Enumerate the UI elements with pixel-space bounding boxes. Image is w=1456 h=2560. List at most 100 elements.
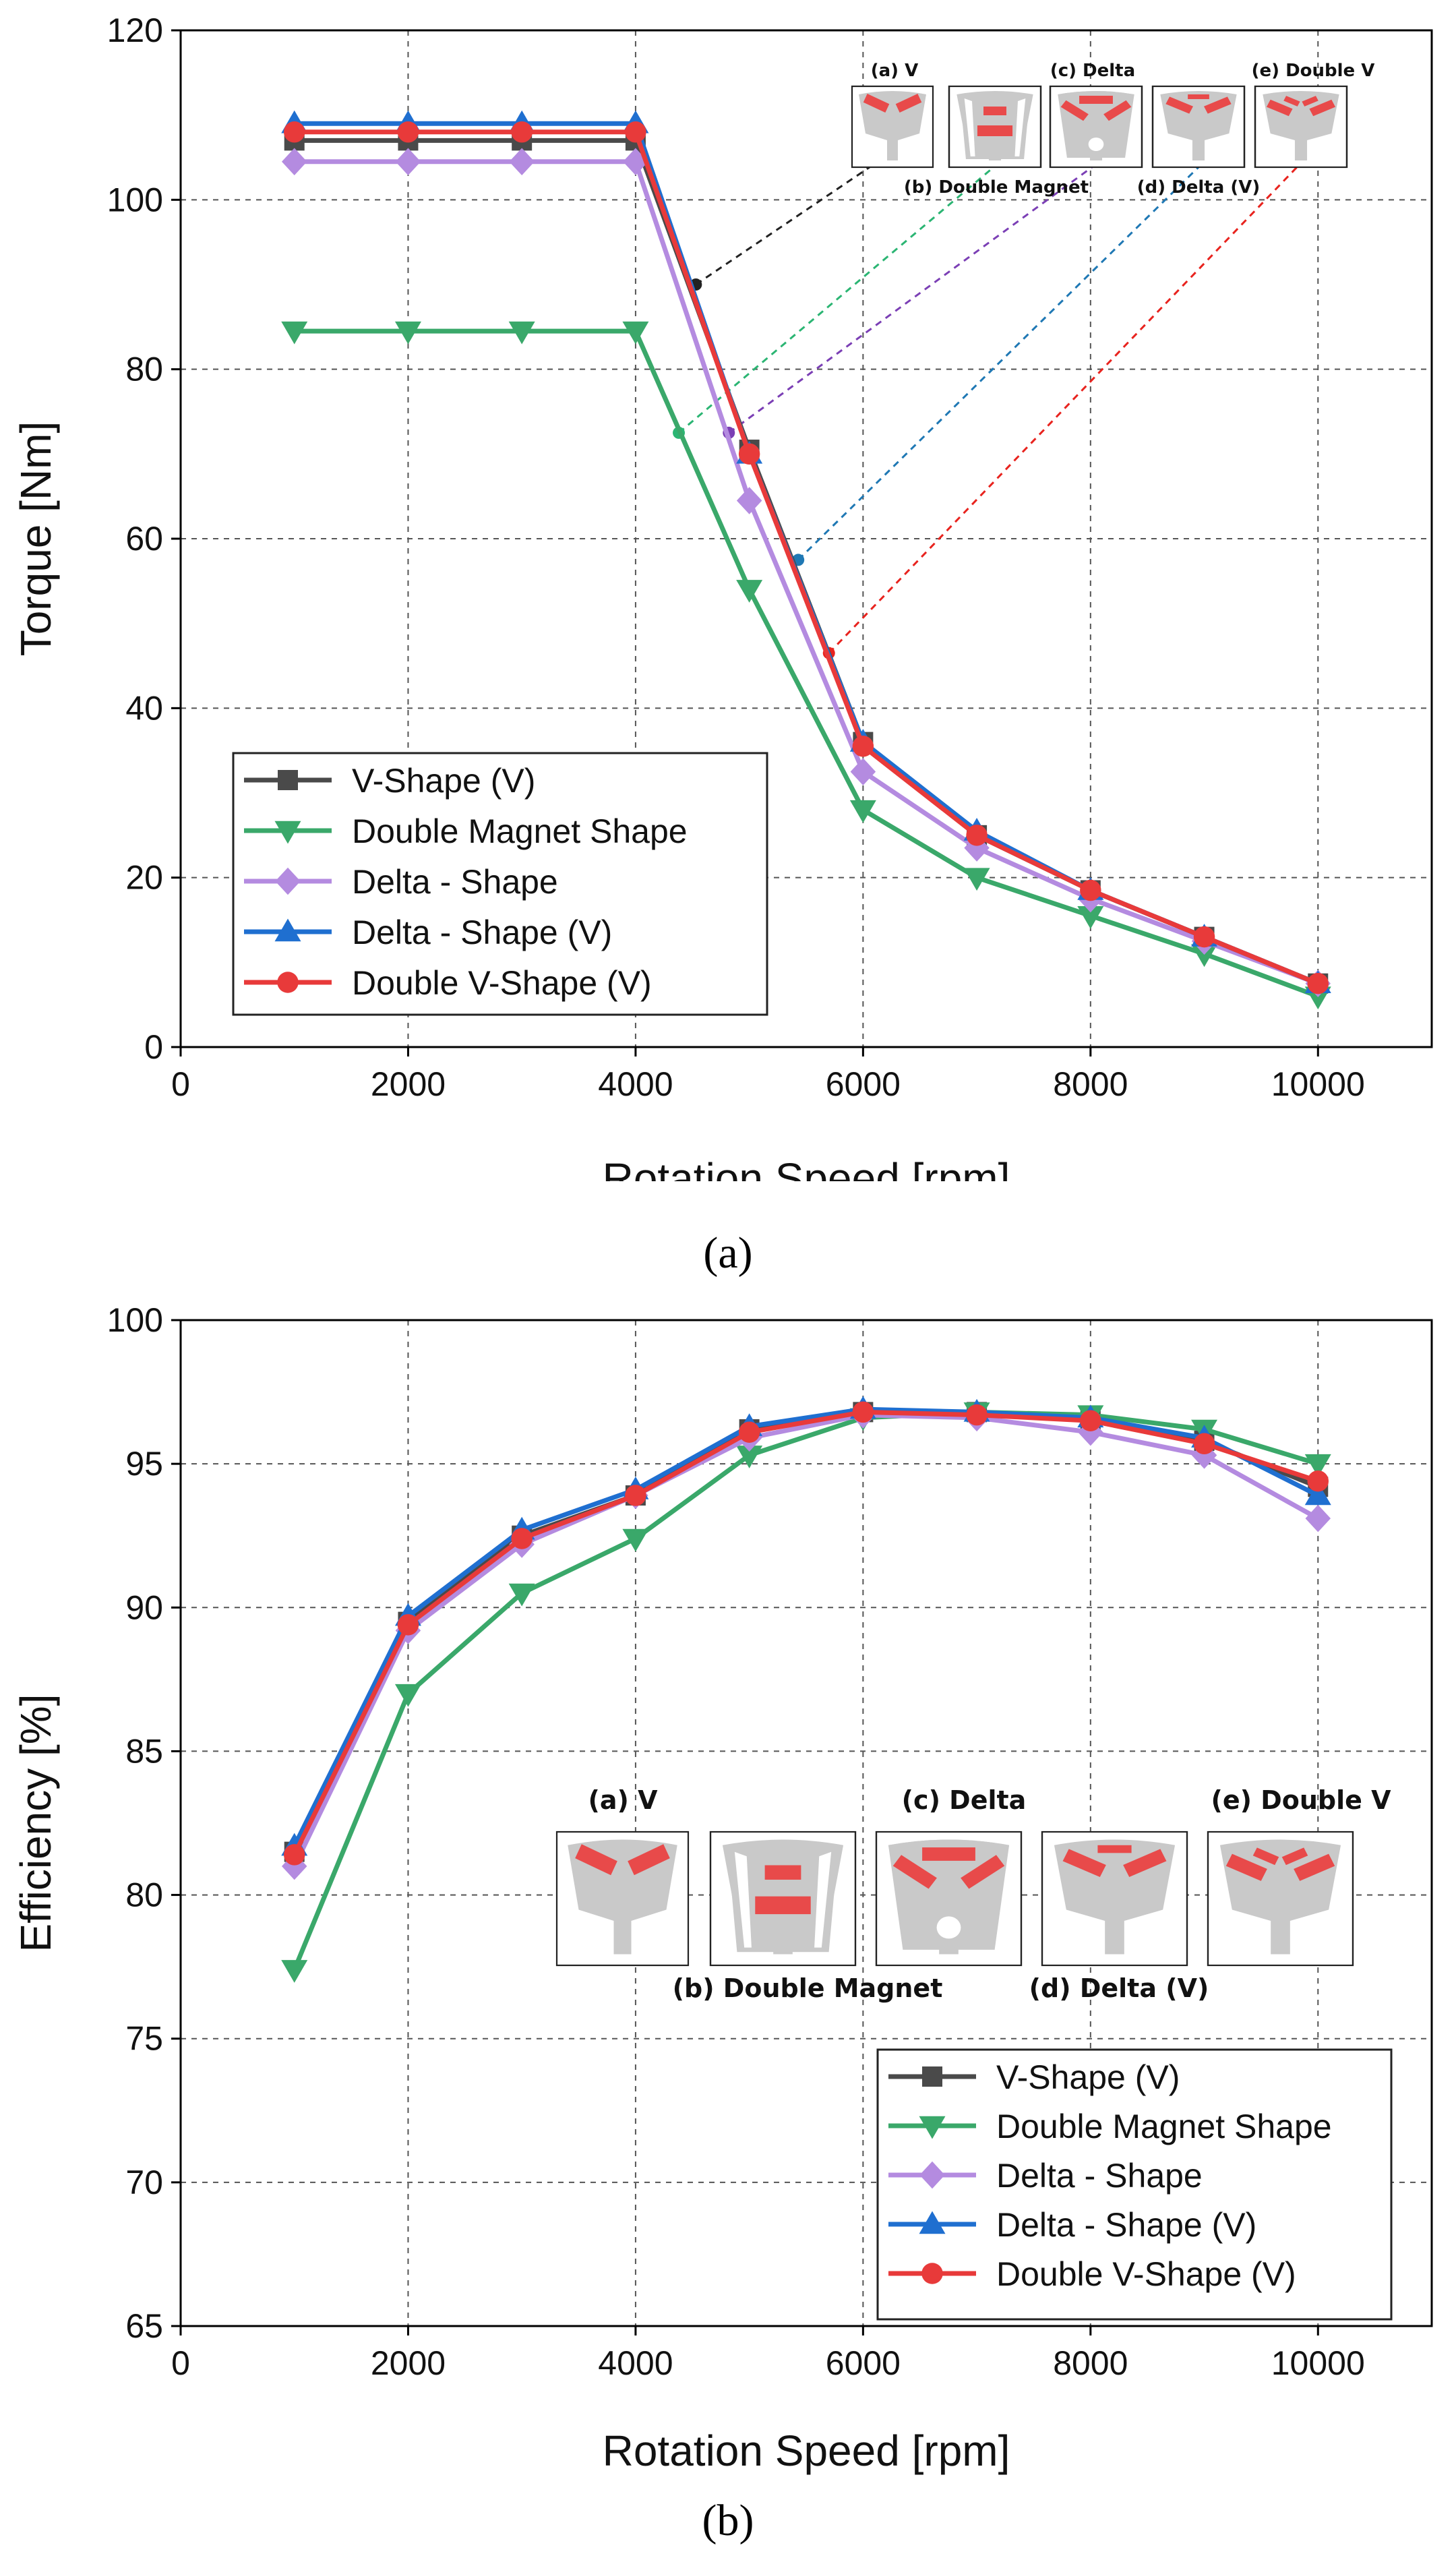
torque-legend-box [232,752,768,1016]
torque-legend-marker-delta-shape [275,867,301,895]
efficiency-rotor-b-double-magnet-label: (b) Double Magnet [673,1973,943,2003]
torque-xtick-label-0: 0 [171,1065,190,1103]
efficiency-point-double-magnet-shape-1000 [281,1960,308,1983]
torque-xtick-label-10000: 10000 [1271,1065,1365,1103]
torque-point-double-magnet-shape-1000 [281,321,308,345]
torque-point-double-v-shape-v-5000 [738,443,760,465]
efficiency-legend-marker-v-shape-v [922,2066,942,2087]
efficiency-point-double-v-shape-v-3000 [511,1528,533,1549]
efficiency-legend-marker-delta-shape [919,2161,945,2189]
torque-point-double-magnet-shape-3000 [508,321,535,345]
efficiency-y-axis-label: Efficiency [%] [11,1694,60,1953]
torque-ytick-label-120: 120 [107,11,163,49]
torque-point-delta-shape-3000 [509,148,535,176]
efficiency-ytick-label-65: 65 [125,2307,163,2345]
efficiency-legend: V-Shape (V) Double Magnet Shape Delta - Sh… [876,2048,1393,2321]
efficiency-xtick-label-0: 0 [171,2344,190,2382]
efficiency-ytick-label-90: 90 [125,1588,163,1626]
torque-rotor-b-double-magnet-label: (b) Double Magnet [904,177,1089,198]
efficiency-series-double-v-shape-v [283,1401,1329,1866]
efficiency-rotor-e-double-v-image [1207,1830,1354,1967]
torque-ytick-label-20: 20 [125,859,163,897]
torque-point-delta-shape-2000 [395,148,421,176]
efficiency-legend-marker-double-v-shape-v [921,2263,943,2284]
efficiency-x-axis-label: Rotation Speed [rpm] [603,2427,1010,2475]
torque-legend-marker-double-magnet-shape [274,821,301,844]
efficiency-point-double-v-shape-v-5000 [738,1421,760,1443]
torque-rotor-a-v-image [851,85,934,169]
efficiency-rotor-d-delta-v-image [1041,1830,1188,1967]
torque-legend-label-double-v-shape-v: Double V-Shape (V) [352,964,652,1002]
efficiency-chart: 0 2000 4000 6000 8000 1000065707580859095100 … [11,1301,1433,2475]
efficiency-point-double-magnet-shape-10000 [1304,1454,1331,1477]
efficiency-point-double-v-shape-v-8000 [1080,1410,1101,1431]
efficiency-rotor-b-double-magnet-image [709,1830,857,1967]
efficiency-point-double-v-shape-v-6000 [852,1401,874,1423]
torque-legend: V-Shape (V) Double Magnet Shape Delta - Sh… [232,752,768,1016]
efficiency-rotor-c-delta-image [875,1830,1023,1967]
torque-xtick-label-4000: 4000 [598,1065,673,1103]
torque-xtick-label-6000: 6000 [826,1065,901,1103]
torque-rotor-d-delta-v-image [1151,85,1246,169]
efficiency-legend-label-v-shape-v: V-Shape (V) [996,2058,1180,2096]
torque-point-double-magnet-shape-4000 [622,321,649,345]
efficiency-rotor-a-v-label: (a) V [588,1785,658,1815]
efficiency-point-double-v-shape-v-2000 [397,1614,419,1636]
efficiency-ytick-label-100: 100 [107,1301,163,1339]
torque-point-double-v-shape-v-4000 [625,121,646,143]
torque-legend-label-double-magnet-shape: Double Magnet Shape [352,812,688,850]
panel-b-label: (b) [702,2496,754,2545]
efficiency-rotor-c-delta-label: (c) Delta [902,1785,1027,1815]
efficiency-point-delta-shape-v-10000 [1304,1482,1331,1506]
efficiency-ytick-label-80: 80 [125,1876,163,1914]
efficiency-plot-frame [179,1319,1433,2327]
torque-rotor-d-delta-v-label: (d) Delta (V) [1137,177,1260,198]
torque-point-delta-shape-5000 [736,487,762,514]
torque-point-double-v-shape-v-9000 [1193,926,1215,948]
efficiency-legend-label-double-magnet-shape: Double Magnet Shape [996,2108,1332,2145]
efficiency-rotor-d-delta-v-label: (d) Delta (V) [1029,1973,1209,2003]
torque-point-double-magnet-shape-6000 [849,800,876,823]
efficiency-point-double-magnet-shape-2000 [394,1684,421,1707]
torque-point-double-magnet-shape-8000 [1077,905,1104,929]
torque-line-double-magnet-shape [294,328,1319,999]
efficiency-point-double-v-shape-v-7000 [966,1404,988,1426]
efficiency-ytick-label-75: 75 [125,2020,163,2058]
efficiency-xtick-label-6000: 6000 [826,2344,901,2382]
efficiency-line-delta-shape [292,1412,1319,1868]
efficiency-rotor-a-v-image [555,1830,690,1967]
efficiency-series [281,1396,1331,1983]
torque-point-double-v-shape-v-8000 [1080,879,1101,901]
torque-rotor-b-double-magnet-image [948,85,1042,169]
torque-rotor-e-double-v-label: (e) Double V [1252,61,1375,81]
torque-ytick-label-80: 80 [125,351,163,388]
torque-chart: 0 2000 4000 6000 8000 10000 0 20 40 60 80 100 120 (a… [11,11,1433,1203]
torque-point-delta-shape-1000 [281,148,307,176]
torque-series [281,110,1331,1010]
torque-rotor-a-v-label: (a) V [871,61,918,81]
efficiency-rotor-insets: (a) V (b) Double Magnet (c) Delta (d) Delta… [555,1785,1391,2003]
torque-point-double-v-shape-v-6000 [852,736,874,757]
efficiency-line-double-v-shape-v [292,1409,1319,1856]
torque-rotor-insets: (a) V (b) Double Magnet (c) Delta (d) Delta… [851,61,1375,198]
torque-ytick-label-100: 100 [107,181,163,218]
efficiency-line-double-magnet-shape [292,1409,1319,1971]
efficiency-point-delta-shape-10000 [1305,1504,1331,1532]
torque-point-double-v-shape-v-10000 [1307,973,1329,994]
efficiency-ytick-label-70: 70 [125,2164,163,2201]
efficiency-ytick-label-85: 85 [125,1732,163,1770]
panel-a-label: (a) [703,1228,752,1278]
efficiency-legend-label-delta-shape: Delta - Shape [996,2157,1203,2195]
efficiency-xtick-label-8000: 8000 [1053,2344,1128,2382]
torque-point-double-magnet-shape-2000 [394,321,421,345]
efficiency-point-double-magnet-shape-4000 [622,1528,649,1552]
figure-crop-strip [0,1181,1456,1208]
efficiency-point-double-magnet-shape-3000 [508,1583,535,1607]
torque-callout-line-e-double-v [828,166,1298,654]
torque-series-double-v-shape-v [283,121,1329,994]
torque-point-double-magnet-shape-9000 [1191,944,1218,968]
efficiency-legend-marker-double-magnet-shape [919,2116,946,2139]
torque-callout-line-b-double-magnet [678,166,994,434]
torque-point-double-v-shape-v-1000 [283,121,305,143]
